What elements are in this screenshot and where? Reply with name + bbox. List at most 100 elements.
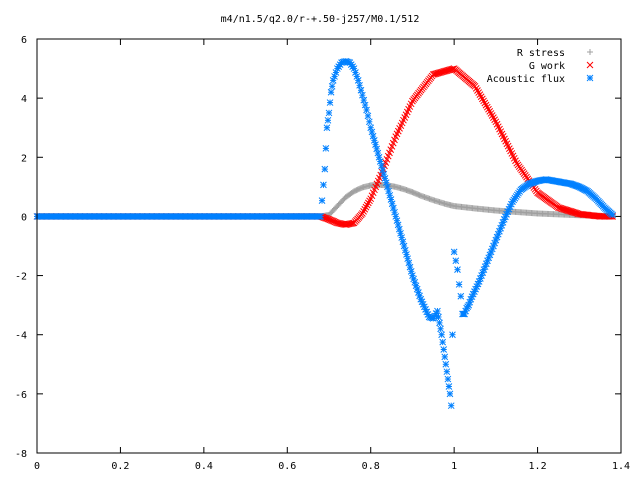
acoustic-flux-point	[407, 267, 415, 275]
acoustic-flux-point	[391, 208, 398, 216]
y-tick-label: 6	[21, 35, 27, 46]
acoustic-flux-point	[397, 229, 404, 237]
g-work-point	[564, 207, 572, 214]
g-work-point	[320, 214, 328, 222]
acoustic-flux-point	[372, 141, 379, 148]
acoustic-flux-point	[375, 153, 383, 161]
acoustic-flux-point	[401, 246, 409, 254]
x-tick-label: 0.6	[278, 461, 296, 472]
x-tick-label: 1.4	[612, 461, 630, 472]
acoustic-flux-point	[454, 266, 461, 274]
acoustic-flux-point	[403, 251, 410, 258]
acoustic-flux-point	[444, 375, 452, 383]
acoustic-flux-point	[384, 183, 391, 191]
legend-label: R stress	[517, 48, 565, 59]
acoustic-flux-point	[323, 124, 331, 132]
acoustic-flux-point	[354, 77, 362, 84]
acoustic-flux-point	[380, 170, 388, 178]
acoustic-flux-point	[360, 96, 368, 104]
acoustic-flux-point	[357, 86, 365, 94]
x-tick-label: 0.2	[111, 461, 129, 472]
acoustic-flux-point	[442, 360, 450, 368]
acoustic-flux-point	[365, 118, 373, 126]
legend-label: Acoustic flux	[487, 74, 565, 85]
acoustic-flux-point	[387, 196, 395, 203]
acoustic-flux-point	[328, 82, 336, 90]
g-work-point	[569, 208, 577, 216]
acoustic-flux-point	[320, 181, 327, 189]
acoustic-flux-point	[457, 292, 465, 300]
g-work-point	[439, 68, 447, 76]
acoustic-flux-point	[404, 255, 412, 263]
plot-frame	[36, 38, 622, 454]
g-work-point	[447, 66, 454, 73]
acoustic-flux-point	[356, 81, 363, 89]
g-work-point	[566, 207, 573, 215]
g-work-point	[572, 209, 579, 217]
g-work-point	[431, 70, 438, 78]
acoustic-flux-point	[399, 238, 407, 246]
acoustic-flux-point	[376, 158, 384, 165]
g-work-point	[440, 68, 448, 75]
legend-label: G work	[529, 61, 565, 72]
acoustic-flux-point	[434, 307, 441, 315]
acoustic-flux-point	[437, 325, 444, 333]
acoustic-flux-point	[393, 217, 401, 225]
acoustic-flux-point	[370, 137, 378, 144]
acoustic-flux-point	[439, 338, 447, 346]
g-work-point	[434, 69, 442, 77]
acoustic-flux-point	[324, 116, 332, 124]
g-work-point	[571, 209, 578, 216]
y-tick-label: 2	[21, 153, 27, 164]
acoustic-flux-point	[436, 319, 443, 327]
g-work-point	[348, 220, 355, 227]
g-work-point	[562, 206, 570, 214]
x-tick-label: 1	[451, 461, 457, 472]
g-work-point	[568, 208, 576, 216]
acoustic-flux-point	[455, 281, 463, 288]
y-tick-label: -4	[15, 331, 27, 342]
acoustic-flux-point	[443, 368, 451, 376]
legend-marker	[586, 61, 594, 69]
g-work-point	[442, 67, 449, 75]
g-work-point	[323, 215, 330, 222]
acoustic-flux-point	[395, 225, 403, 233]
acoustic-flux-point	[386, 191, 394, 199]
acoustic-flux-point	[325, 109, 333, 117]
acoustic-flux-point	[353, 73, 361, 80]
acoustic-flux-point	[390, 204, 397, 212]
acoustic-flux-point	[364, 112, 372, 120]
acoustic-flux-point	[369, 132, 377, 140]
acoustic-flux-point	[452, 257, 460, 265]
acoustic-flux-point	[392, 213, 400, 220]
acoustic-flux-point	[406, 263, 414, 271]
g-work-point	[561, 206, 568, 213]
acoustic-flux-point	[450, 248, 458, 256]
acoustic-flux-point	[374, 149, 382, 157]
acoustic-flux-point	[322, 145, 330, 152]
g-work-point	[555, 204, 562, 211]
acoustic-flux-point	[367, 124, 375, 132]
acoustic-flux-point	[447, 402, 455, 410]
g-work-point	[429, 71, 437, 78]
acoustic-flux-point	[446, 390, 454, 398]
g-work-point	[445, 66, 453, 74]
acoustic-flux-point	[382, 179, 390, 186]
legend-marker	[586, 74, 594, 82]
acoustic-flux-point	[394, 221, 402, 229]
g-work-point	[556, 204, 564, 212]
g-work-point	[437, 69, 445, 76]
g-work-point	[433, 70, 441, 77]
g-work-point	[436, 69, 443, 77]
x-tick-label: 0.4	[195, 461, 213, 472]
y-tick-label: 0	[21, 212, 27, 223]
acoustic-flux-point	[359, 91, 366, 99]
acoustic-flux-point	[361, 101, 369, 109]
y-tick-label: -6	[15, 390, 27, 401]
acoustic-flux-point	[368, 128, 376, 136]
acoustic-flux-point	[327, 88, 335, 96]
acoustic-flux-point	[326, 99, 334, 106]
acoustic-flux-point	[449, 331, 456, 339]
acoustic-flux-point	[609, 211, 617, 219]
x-tick-label: 0.8	[362, 461, 380, 472]
